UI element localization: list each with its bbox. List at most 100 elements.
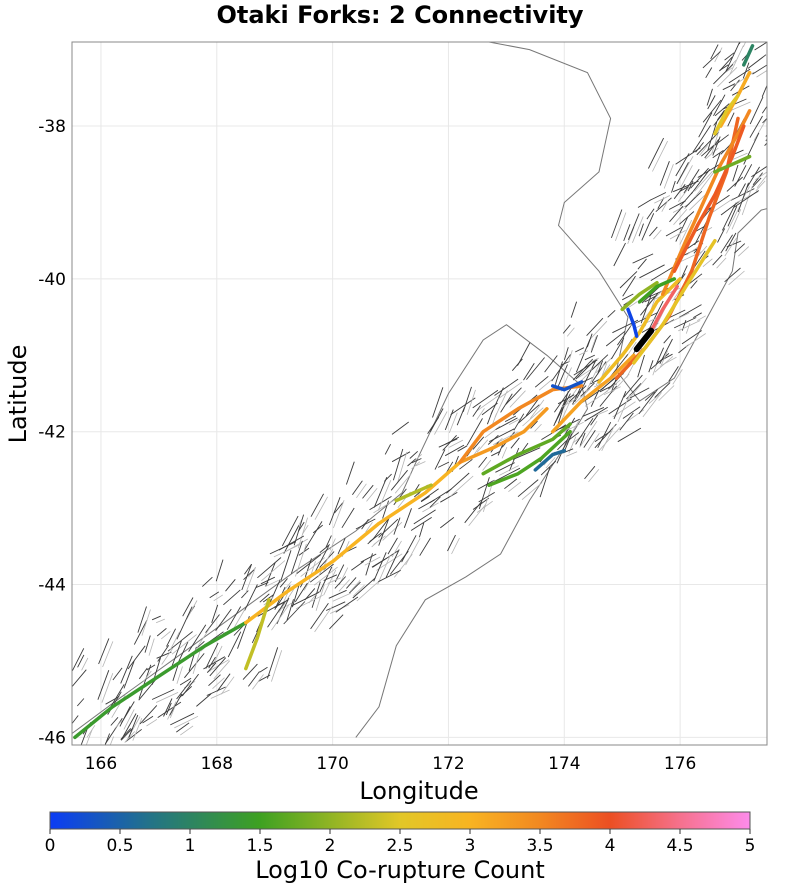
background-fault [594, 431, 611, 442]
background-fault [705, 194, 730, 212]
background-fault [728, 68, 751, 84]
background-fault-dip [295, 543, 307, 577]
background-fault [685, 190, 703, 208]
background-fault [617, 326, 631, 346]
background-fault [440, 517, 455, 529]
background-fault [508, 447, 520, 472]
background-fault-dip [484, 425, 501, 439]
background-fault-dip [366, 487, 378, 502]
background-fault-dip [661, 356, 677, 366]
background-fault-dip [755, 180, 766, 192]
background-fault-dip [415, 461, 426, 467]
coastline [488, 42, 767, 402]
background-fault [335, 596, 359, 613]
background-fault-dip [448, 412, 458, 434]
background-fault [446, 472, 470, 494]
background-fault [257, 601, 285, 617]
background-fault [504, 478, 518, 490]
background-fault [138, 664, 152, 699]
background-fault [334, 576, 347, 589]
background-fault [674, 317, 697, 329]
background-fault [719, 64, 729, 71]
y-axis-label: Latitude [4, 345, 32, 444]
background-fault [442, 434, 457, 451]
background-fault-dip [694, 172, 715, 198]
background-fault [392, 448, 404, 481]
background-fault [267, 601, 286, 628]
background-fault [169, 693, 183, 716]
background-fault [721, 203, 737, 231]
background-fault [291, 582, 301, 608]
background-fault-dip [413, 454, 422, 462]
background-fault-dip [329, 538, 336, 551]
background-fault-dip [714, 47, 723, 63]
source-fault-trace [633, 327, 655, 353]
background-fault-dip [566, 327, 575, 337]
background-fault-dip [498, 381, 523, 399]
background-fault [290, 540, 303, 574]
background-fault-dip [508, 481, 522, 493]
background-fault [655, 347, 665, 365]
background-fault-dip [534, 423, 542, 432]
rupture-trace [626, 307, 639, 338]
background-fault [607, 309, 616, 318]
background-fault [774, 24, 795, 38]
background-fault-dip [717, 67, 738, 88]
background-fault-dip [186, 600, 198, 620]
x-tick-label: 168 [201, 754, 233, 774]
background-fault [738, 42, 741, 45]
background-fault-dip [632, 216, 644, 243]
background-fault [720, 201, 740, 216]
background-fault [120, 655, 133, 684]
background-fault [654, 382, 671, 398]
y-tick-label: -38 [38, 117, 66, 137]
colorbar-tick-label: 2.5 [386, 836, 413, 856]
background-fault-dip [615, 212, 627, 242]
background-fault [457, 445, 468, 452]
background-fault [447, 534, 456, 552]
background-fault-dip [612, 401, 636, 418]
chart-title: Otaki Forks: 2 Connectivity [216, 1, 583, 29]
background-fault [371, 557, 388, 568]
coastline [72, 324, 589, 738]
background-fault [717, 228, 726, 243]
background-fault-dip [702, 258, 713, 268]
background-fault-dip [271, 604, 290, 631]
rupture-trace [458, 407, 549, 465]
background-fault [157, 645, 170, 662]
background-fault [179, 677, 192, 686]
rupture-trace [487, 429, 572, 487]
background-fault [584, 406, 608, 422]
background-fault [600, 376, 617, 391]
colorbar-tick-label: 4 [605, 836, 616, 856]
background-fault [584, 465, 596, 480]
background-fault [613, 242, 626, 267]
background-fault [597, 360, 604, 375]
background-fault-dip [769, 137, 779, 149]
background-fault [309, 563, 334, 583]
background-fault [579, 432, 586, 446]
background-fault [304, 521, 323, 551]
background-fault [762, 117, 767, 124]
background-fault-dip [212, 677, 225, 689]
basemap [72, 23, 800, 745]
background-fault-dip [364, 556, 381, 566]
y-tick-label: -42 [38, 423, 66, 443]
background-fault [621, 293, 634, 301]
background-fault [734, 165, 747, 187]
background-fault [619, 271, 638, 289]
background-fault-dip [169, 705, 176, 719]
background-fault [466, 418, 483, 446]
background-fault-dip [405, 538, 421, 566]
background-fault [127, 645, 146, 670]
background-fault [105, 696, 120, 705]
background-fault [280, 550, 292, 581]
background-fault-dip [245, 566, 256, 594]
background-fault [444, 436, 460, 445]
background-fault-dip [786, 23, 800, 36]
background-fault-dip [394, 472, 412, 494]
colorbar-tick-label: 0.5 [106, 836, 133, 856]
plot-frame [71, 41, 768, 746]
background-fault [241, 590, 249, 599]
background-fault [730, 79, 740, 92]
